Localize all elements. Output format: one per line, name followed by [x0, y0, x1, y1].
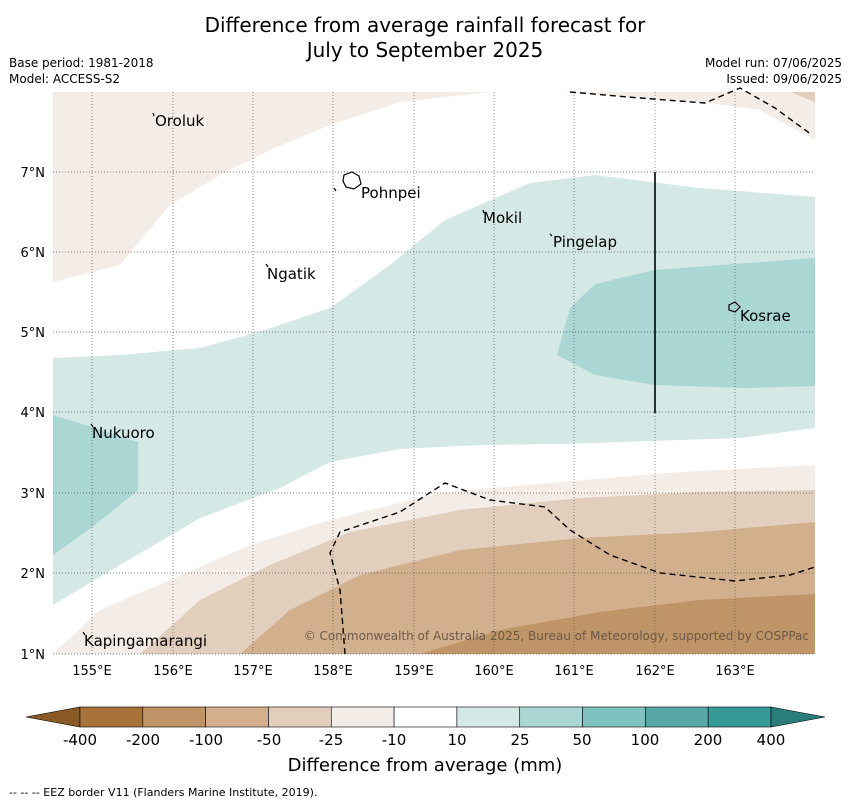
colorbar-labels: -400 -200 -100 -50 -25 -10 10 25 50 100 …	[63, 731, 785, 749]
colorbar: -400 -200 -100 -50 -25 -10 10 25 50 100 …	[25, 706, 826, 749]
colorbar-label: 100	[631, 731, 660, 749]
eez-border-south	[329, 482, 816, 655]
eez-footnote: -- -- -- EEZ border V11 (Flanders Marine…	[9, 786, 318, 799]
colorbar-segment	[645, 706, 709, 728]
place-nukuoro: Nukuoro	[92, 424, 155, 442]
colorbar-label: 10	[447, 731, 466, 749]
lat-label: 1°N	[21, 648, 46, 663]
lon-label: 163°E	[715, 664, 755, 679]
longitude-labels: 155°E 156°E 157°E 158°E 159°E 160°E 161°…	[72, 664, 755, 679]
lon-label: 158°E	[313, 664, 353, 679]
kosrae-island	[728, 301, 741, 313]
lon-label: 160°E	[474, 664, 514, 679]
dry-region-north	[53, 92, 490, 282]
model-name: Model: ACCESS-S2	[9, 72, 121, 86]
place-pohnpei: Pohnpei	[361, 184, 421, 202]
colorbar-segments	[79, 706, 772, 728]
place-labels: Oroluk Pohnpei Mokil Pingelap Ngatik Kos…	[84, 112, 791, 650]
lat-label: 3°N	[21, 487, 46, 502]
title-line2: July to September 2025	[306, 38, 544, 62]
lat-label: 4°N	[21, 406, 46, 421]
lon-label: 156°E	[153, 664, 193, 679]
place-kosrae: Kosrae	[740, 307, 791, 325]
colorbar-segment	[456, 706, 521, 728]
lon-label: 159°E	[394, 664, 434, 679]
place-kapingamarangi: Kapingamarangi	[84, 632, 207, 650]
colorbar-segment	[393, 706, 458, 728]
colorbar-segment	[582, 706, 646, 728]
copyright-notice: © Commonwealth of Australia 2025, Bureau…	[304, 629, 809, 643]
lat-label: 2°N	[21, 567, 46, 582]
colorbar-label: -400	[63, 731, 97, 749]
colorbar-label: 400	[757, 731, 786, 749]
map-title: Difference from average rainfall forecas…	[0, 13, 850, 63]
latitude-labels: 1°N 2°N 3°N 4°N 5°N 6°N 7°N	[21, 166, 46, 663]
base-period: Base period: 1981-2018	[9, 56, 154, 70]
lon-label: 162°E	[635, 664, 675, 679]
dry-region-corner	[790, 92, 815, 102]
colorbar-segment	[142, 706, 206, 728]
pohnpei-island	[342, 171, 362, 190]
colorbar-label: 200	[694, 731, 723, 749]
colorbar-segment	[707, 706, 772, 728]
colorbar-label: -50	[257, 731, 282, 749]
colorbar-segment	[330, 706, 395, 728]
wet-region-nukuoro	[53, 415, 138, 555]
model-run: Model run: 07/06/2025	[704, 56, 842, 70]
colorbar-title: Difference from average (mm)	[287, 755, 563, 776]
colorbar-high-extend	[770, 706, 826, 728]
issued-date: Issued: 09/06/2025	[726, 72, 842, 86]
colorbar-segment	[268, 706, 332, 728]
dry-band-200	[420, 594, 815, 654]
colorbar-label: -25	[319, 731, 344, 749]
place-mokil: Mokil	[483, 209, 522, 227]
colorbar-segment	[79, 706, 144, 728]
colorbar-label: 25	[510, 731, 529, 749]
meta-left: Base period: 1981-2018 Model: ACCESS-S2	[9, 55, 154, 87]
colorbar-label: -200	[126, 731, 160, 749]
lon-label: 157°E	[233, 664, 273, 679]
eez-border-north	[569, 87, 813, 136]
lon-label: 161°E	[554, 664, 594, 679]
colorbar-label: -10	[382, 731, 407, 749]
colorbar-label: -100	[189, 731, 223, 749]
colorbar-segment	[519, 706, 583, 728]
eez-border	[329, 87, 816, 655]
graticule	[53, 92, 815, 655]
dry-region-northeast	[560, 92, 815, 140]
title-line1: Difference from average rainfall forecas…	[204, 13, 646, 37]
colorbar-low-extend	[25, 706, 81, 728]
wet-region-kosrae	[557, 258, 815, 388]
meta-right: Model run: 07/06/2025 Issued: 09/06/2025	[705, 55, 842, 87]
islands	[82, 112, 741, 636]
map-area	[53, 92, 815, 654]
colorbar-label: 50	[572, 731, 591, 749]
lat-label: 6°N	[21, 246, 46, 261]
place-ngatik: Ngatik	[267, 265, 316, 283]
place-oroluk: Oroluk	[155, 112, 204, 130]
colorbar-segment	[205, 706, 269, 728]
place-pingelap: Pingelap	[553, 233, 617, 251]
lat-label: 7°N	[21, 166, 46, 181]
lon-label: 155°E	[72, 664, 112, 679]
lat-label: 5°N	[21, 326, 46, 341]
